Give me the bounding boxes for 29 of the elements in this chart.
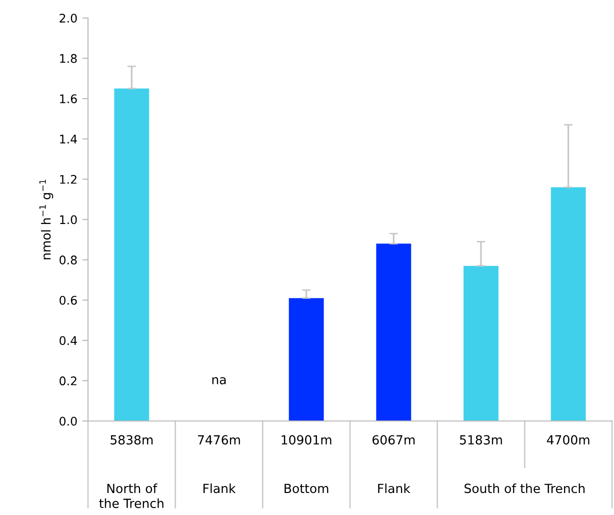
x-tick-label: 5838m (110, 435, 153, 445)
x-tick-label: 4700m (546, 435, 590, 445)
y-tick-label: 0.0 (60, 416, 77, 426)
x-tick-label: 7476m (198, 435, 240, 445)
text: Flank (378, 483, 410, 494)
annotation: na (212, 377, 226, 384)
y-tick-label: 0.4 (60, 336, 77, 346)
y-tick-label: 2.0 (60, 14, 77, 23)
text: South of the Trench (464, 483, 585, 494)
y-tick-label: 0.6 (60, 296, 77, 305)
y-tick-label: 1.0 (60, 215, 77, 224)
bar (464, 266, 498, 421)
y-tick-label: 1.8 (60, 54, 77, 63)
y-axis-title: nmol h$^{−1}$ g$^{−1}$ (39, 180, 54, 260)
bar (114, 88, 150, 421)
y-tick-label: 1.4 (60, 134, 77, 144)
x-tick-label: 5183m (460, 435, 502, 445)
text: Bottom (284, 484, 328, 494)
y-tick-label: 0.2 (60, 376, 76, 386)
text: North of the Trench (99, 483, 164, 508)
x-tick-label: 10901m (282, 435, 332, 445)
bar (288, 298, 324, 421)
bar (550, 187, 586, 421)
x-tick-label: 6067m (372, 435, 415, 445)
y-tick-label: 0.8 (60, 256, 77, 264)
y-tick-label: 1.6 (60, 94, 77, 104)
y-tick-label: 1.2 (60, 174, 76, 184)
text: Flank (203, 483, 236, 494)
bar (376, 244, 412, 421)
